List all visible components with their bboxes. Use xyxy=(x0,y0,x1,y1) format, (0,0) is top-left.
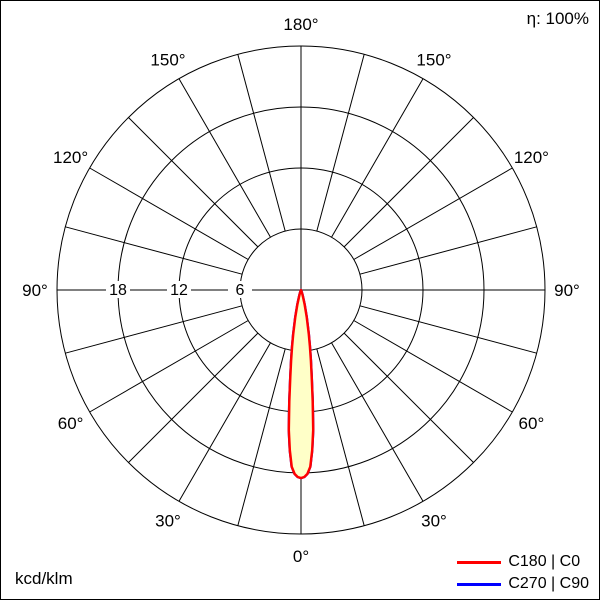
unit-label: kcd/klm xyxy=(15,569,73,588)
efficiency-label: η: 100% xyxy=(526,9,589,28)
svg-text:6: 6 xyxy=(236,282,245,299)
intensity-curves xyxy=(287,288,315,480)
axis-labels: 612180°30°30°60°60°90°90°120°120°150°150… xyxy=(22,15,580,566)
legend-label-c90: C270 | C90 xyxy=(508,575,589,592)
svg-text:90°: 90° xyxy=(554,281,580,300)
svg-text:60°: 60° xyxy=(519,414,545,433)
svg-text:12: 12 xyxy=(170,282,188,299)
svg-text:0°: 0° xyxy=(293,547,309,566)
legend-line-red-icon xyxy=(457,560,502,564)
svg-text:120°: 120° xyxy=(53,148,88,167)
legend-line-blue-icon xyxy=(457,582,502,586)
svg-text:18: 18 xyxy=(109,282,127,299)
polar-grid xyxy=(56,45,546,535)
legend: C180 | C0 C270 | C90 xyxy=(457,553,589,593)
legend-item-c90: C270 | C90 xyxy=(457,575,589,593)
legend-label-c0: C180 | C0 xyxy=(508,553,581,570)
svg-text:90°: 90° xyxy=(22,281,48,300)
svg-text:60°: 60° xyxy=(58,414,84,433)
svg-text:150°: 150° xyxy=(416,51,451,70)
legend-item-c0: C180 | C0 xyxy=(457,553,589,571)
svg-text:30°: 30° xyxy=(421,511,447,530)
svg-text:150°: 150° xyxy=(150,51,185,70)
svg-text:180°: 180° xyxy=(283,15,318,34)
svg-text:30°: 30° xyxy=(155,511,181,530)
svg-text:120°: 120° xyxy=(514,148,549,167)
